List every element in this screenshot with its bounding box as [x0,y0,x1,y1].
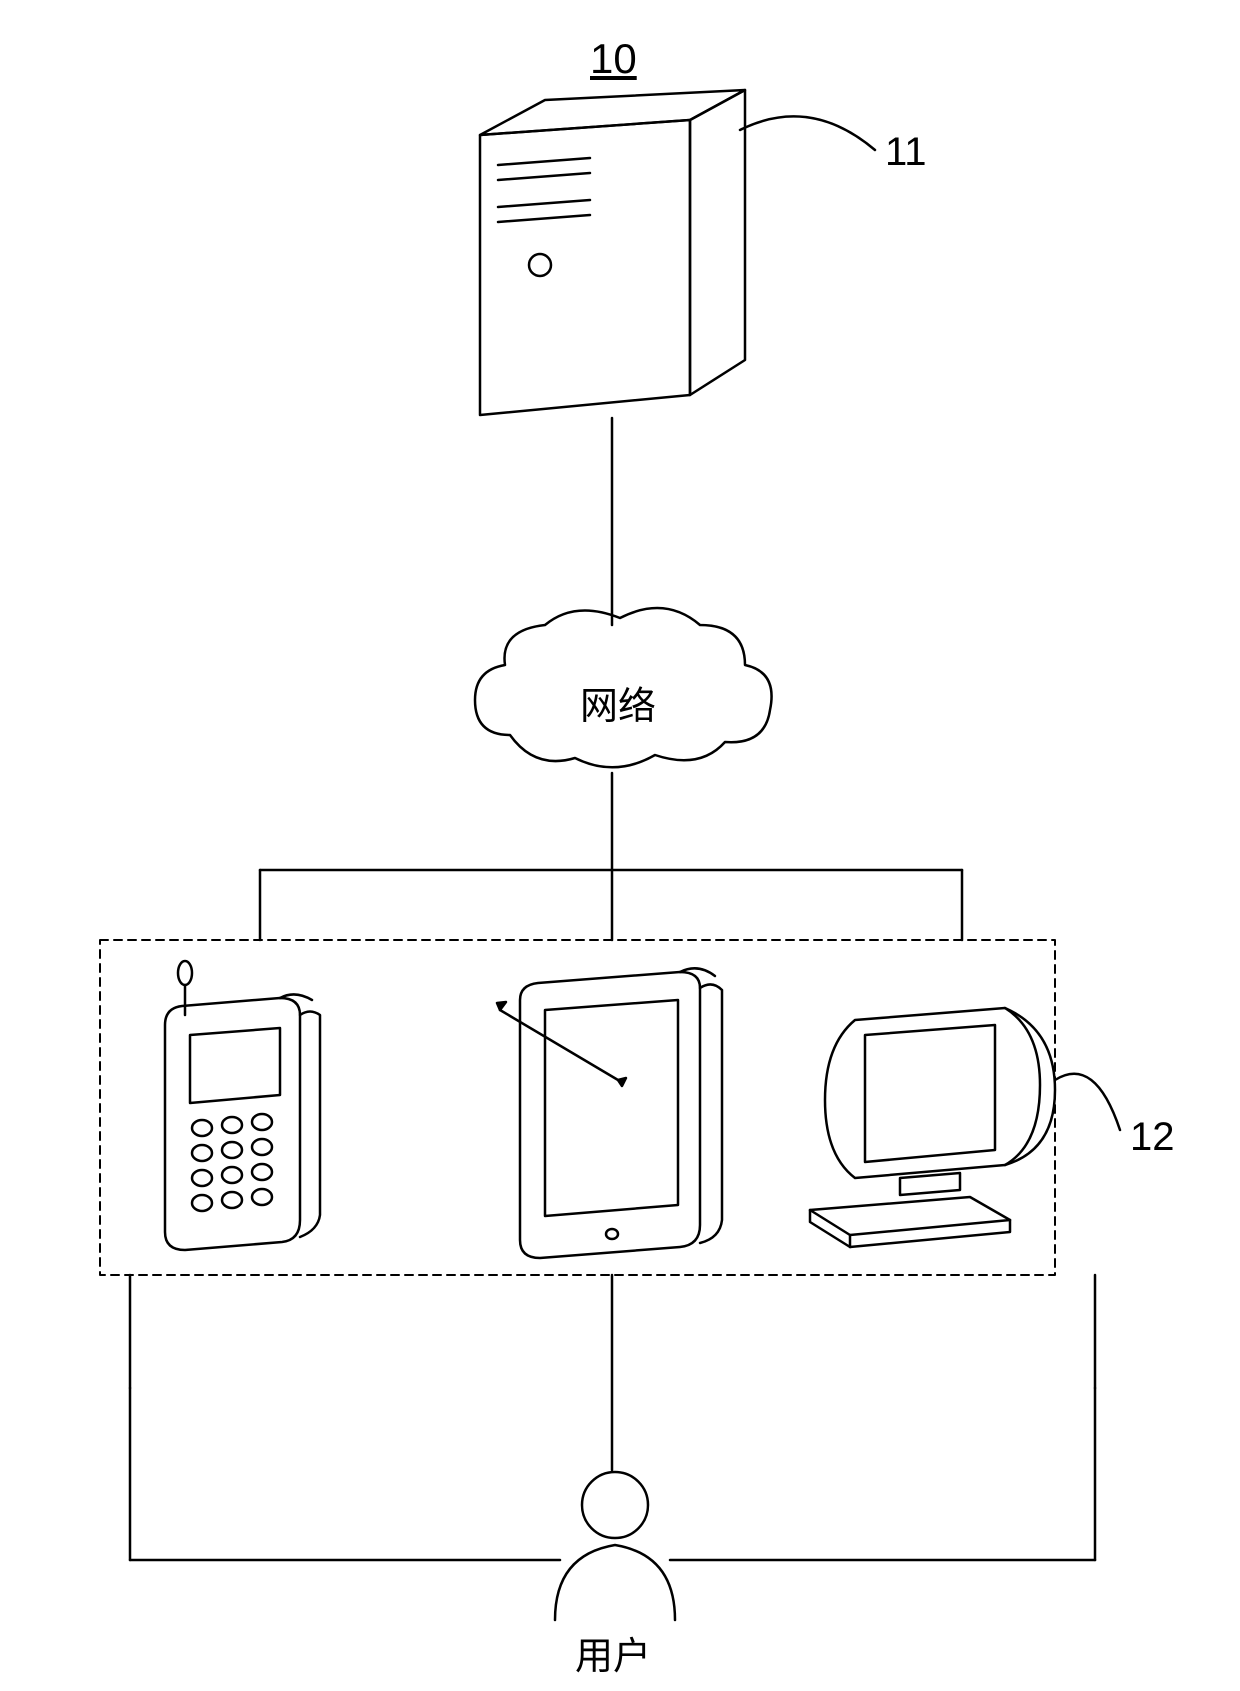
devices-ref-label: 12 [1130,1115,1175,1160]
user-label: 用户 [575,1625,651,1680]
diagram-canvas: 10 11 12 网络 用户 [0,0,1240,1691]
network-label: 网络 [580,675,656,730]
diagram-svg [0,0,1240,1691]
system-ref-label: 10 [590,35,637,83]
server-icon [480,90,745,415]
phone-icon [165,961,320,1250]
pc-icon [810,1008,1055,1247]
leader-server [740,116,875,150]
tablet-icon [497,968,722,1258]
server-ref-label: 11 [885,130,927,175]
leader-devices [1055,1074,1120,1130]
devices-box [100,940,1055,1275]
user-icon [555,1472,675,1620]
